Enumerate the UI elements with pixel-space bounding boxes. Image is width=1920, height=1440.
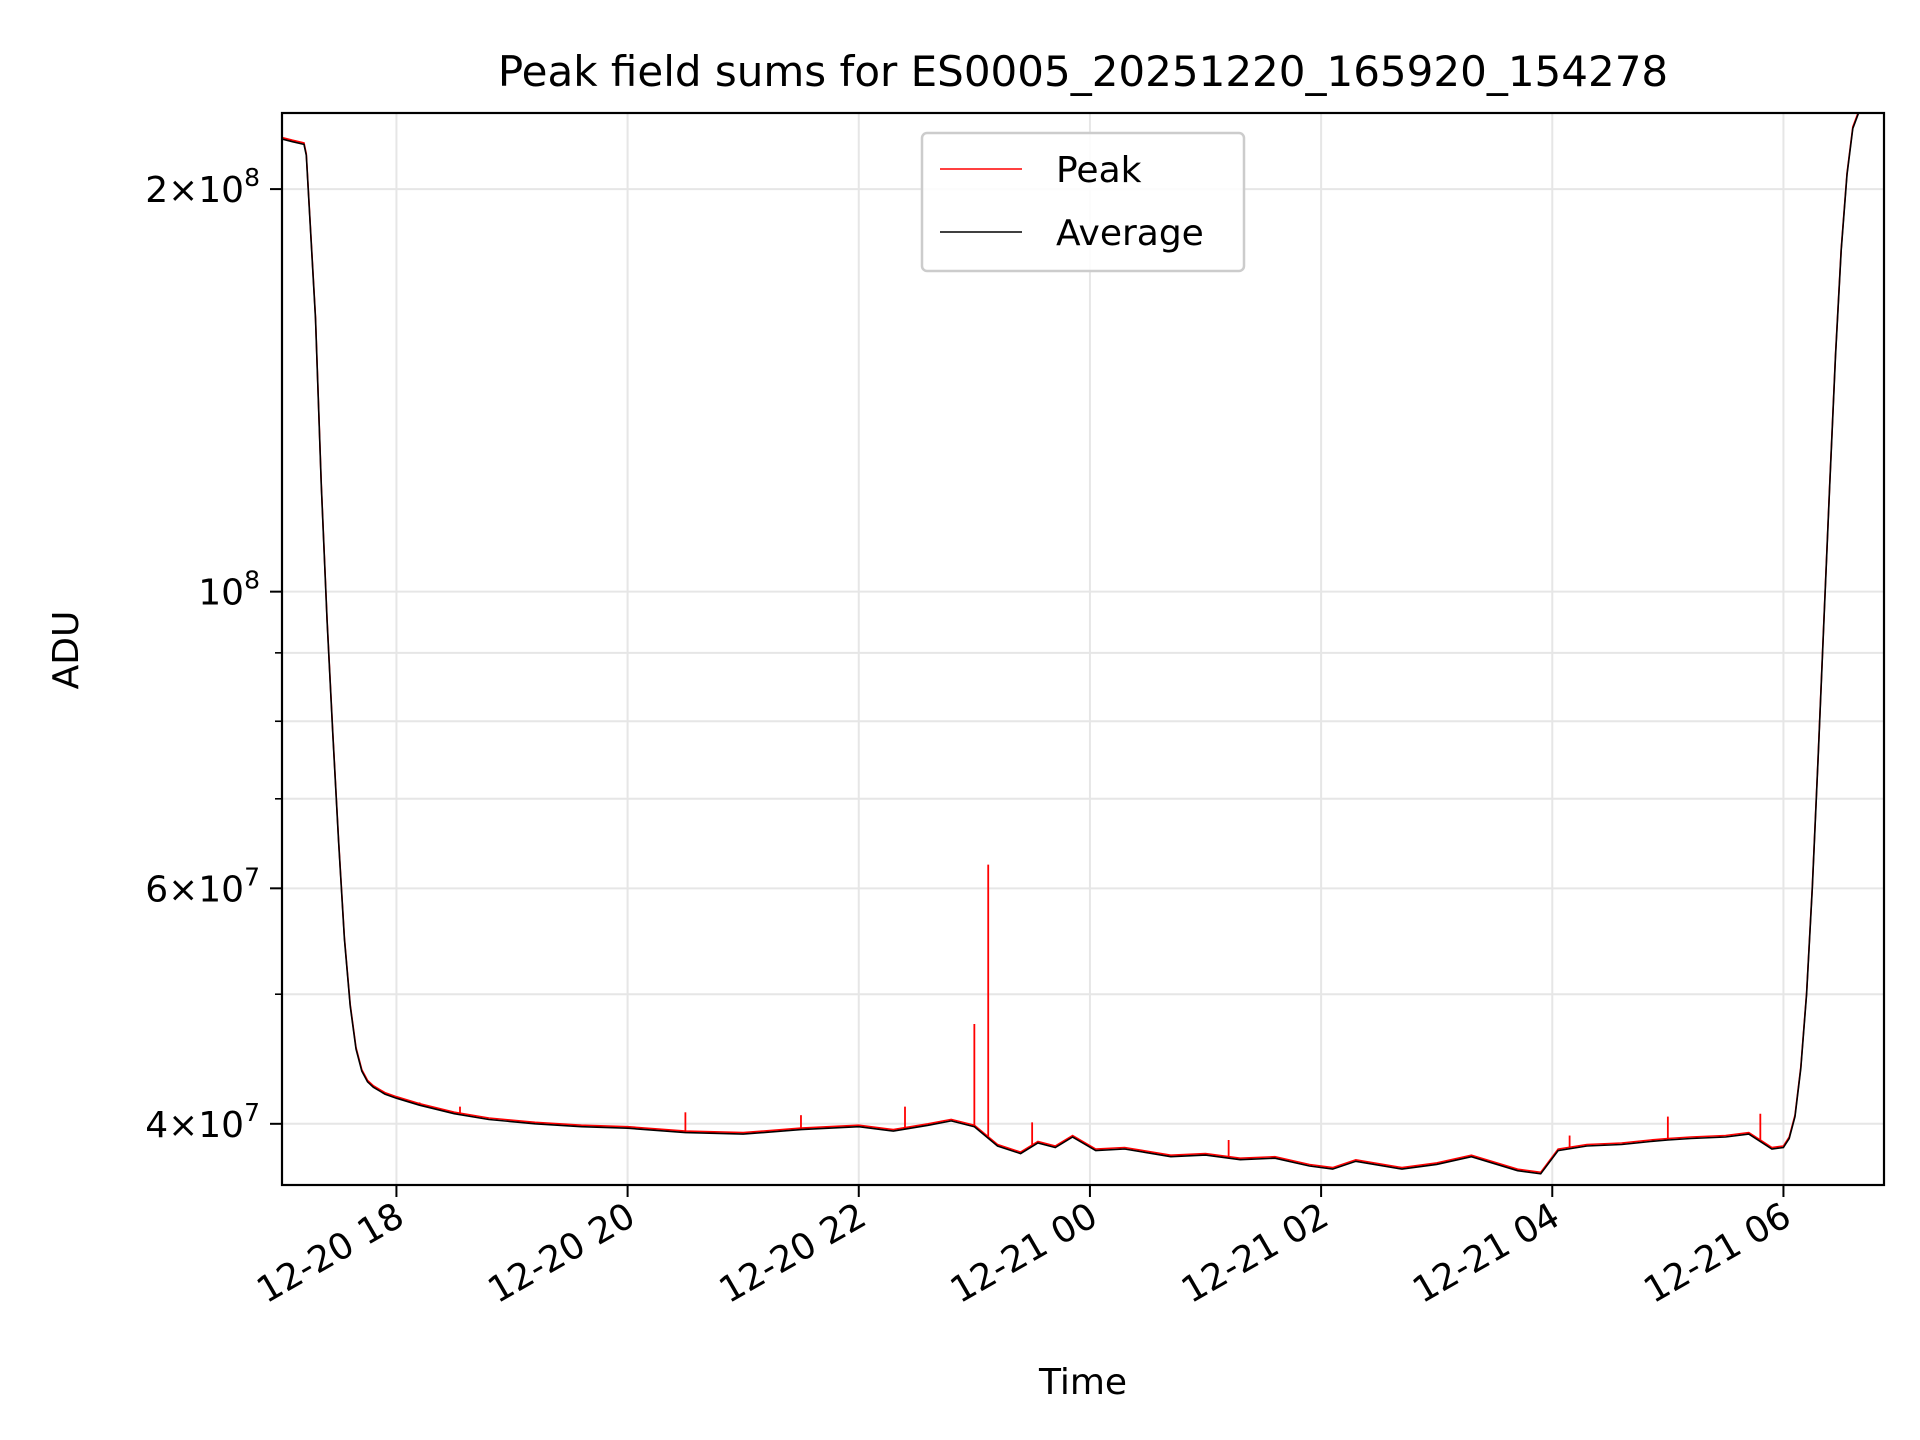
series-layer bbox=[282, 113, 1862, 1175]
y-tick-label: 6×107 bbox=[145, 862, 260, 910]
legend-peak-label: Peak bbox=[1056, 150, 1142, 191]
y-tick-label: 4×107 bbox=[145, 1098, 260, 1146]
legend: Peak Average bbox=[920, 131, 1246, 273]
average-series-line bbox=[282, 113, 1862, 1175]
legend-average-label: Average bbox=[1056, 213, 1204, 254]
legend-box bbox=[920, 131, 1246, 273]
chart-title: Peak field sums for ES0005_20251220_1659… bbox=[498, 47, 1668, 96]
y-axis-label: ADU bbox=[46, 611, 87, 690]
y-axis: 4×107 6×107 108 2×108 bbox=[145, 163, 282, 1146]
plot-frame bbox=[280, 111, 1886, 1187]
y-tick-label: 2×108 bbox=[145, 163, 260, 211]
x-axis-label: Time bbox=[1038, 1362, 1127, 1403]
y-tick-label: 108 bbox=[198, 566, 260, 614]
